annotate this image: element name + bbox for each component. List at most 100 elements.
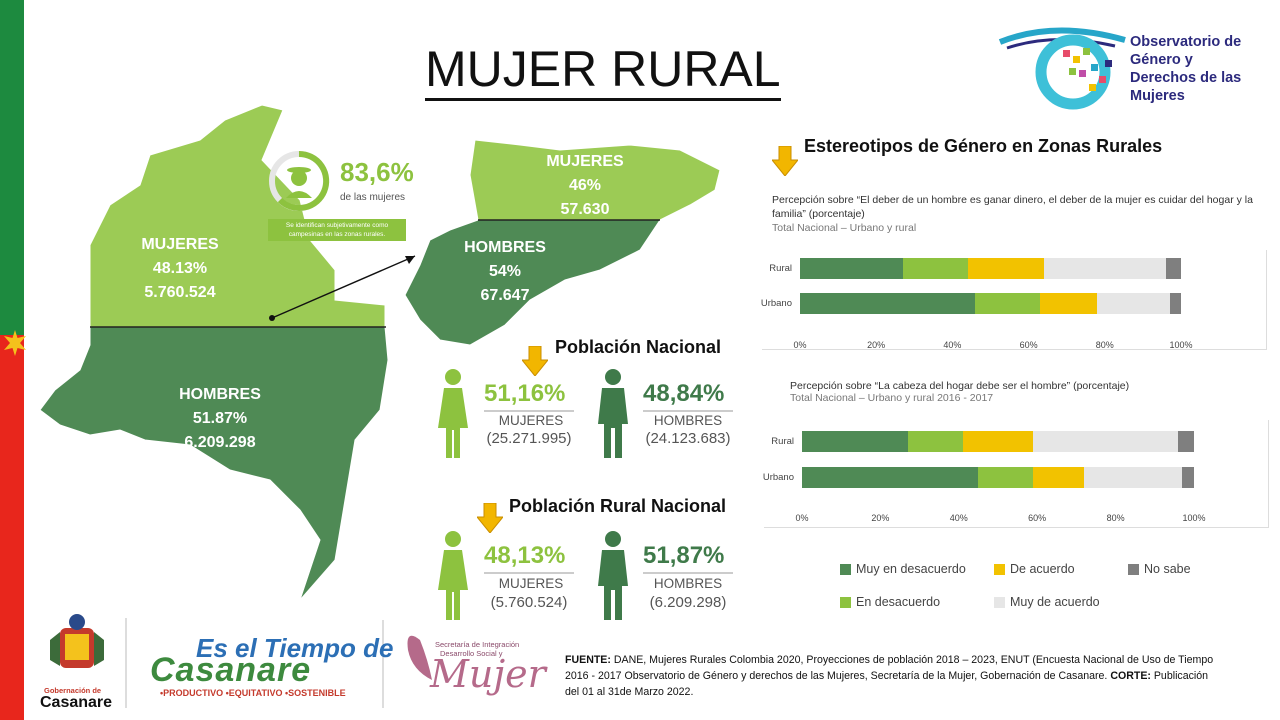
corte-text: Publicación del 01 al 31de Marzo 2022. [565, 670, 1209, 698]
nacional-mujeres-count: (25.271.995) [486, 430, 572, 447]
bar-segment [1169, 293, 1181, 314]
logo-text-line: Mujeres [1130, 88, 1185, 104]
rural-mujeres-label: MUJERES [498, 576, 564, 591]
tiempo-logo-line1: Es el Tiempo de [196, 633, 394, 663]
tick-label: 100% [1182, 513, 1206, 523]
legend-label: De acuerdo [1010, 562, 1075, 576]
nacional-mujeres-pct: 51,16% [484, 380, 566, 407]
flag-strip-red [0, 335, 24, 720]
legend-swatch [1128, 564, 1139, 575]
chart-1-title: Percepción sobre “El deber de un hombre … [772, 194, 1253, 220]
bar-segment [902, 258, 968, 279]
rural-hombres-pct: 51,87% [643, 542, 725, 569]
rural-mujeres-pct: 48,13% [484, 542, 566, 569]
tick-label: 60% [1028, 513, 1047, 523]
page-title: MUJER RURAL [425, 42, 781, 101]
nacional-hombres-label: HOMBRES [653, 413, 723, 428]
tick-label: 40% [949, 513, 968, 523]
chart-2-subtitle: Total Nacional – Urbano y rural 2016 - 2… [790, 392, 994, 404]
zoom-label-men: HOMBRES 54% 67.647 [440, 236, 570, 308]
legend-swatch [840, 597, 851, 608]
bar-segment [1097, 293, 1170, 314]
bar-segment [1182, 467, 1194, 488]
tick-label: 60% [1019, 340, 1038, 350]
divider [484, 410, 574, 412]
map-zoom-upper [469, 139, 721, 221]
legend-swatch [840, 564, 851, 575]
map-men-label: HOMBRES [179, 386, 261, 403]
fuente-label: FUENTE: [565, 654, 611, 666]
arrow-down-icon [522, 346, 548, 376]
poblacion-rural-heading: Población Rural Nacional [509, 496, 727, 516]
gobernacion-text-1: Gobernación de [44, 686, 102, 695]
poblacion-nacional-heading: Población Nacional [555, 337, 722, 357]
observatorio-logo [998, 27, 1126, 110]
bar-segment [1043, 258, 1166, 279]
bar-segment [1033, 431, 1179, 452]
badge-note: Se identifican subjetivamente como campe… [268, 219, 406, 241]
nacional-mujeres-label: MUJERES [498, 413, 564, 428]
map-women-label: MUJERES [141, 236, 219, 253]
zoom-women-label: MUJERES [546, 153, 624, 170]
secretaria-text-mujer: Mujer [430, 652, 546, 696]
chart-2-frame [764, 420, 1269, 528]
map-men-count: 6.209.298 [184, 434, 256, 451]
tiempo-logo-line2: Casanare [150, 651, 312, 689]
legend-label: No sabe [1144, 562, 1191, 576]
tick-label: 80% [1106, 513, 1125, 523]
legend-swatch [994, 564, 1005, 575]
bar-segment [975, 293, 1041, 314]
zoom-women-count: 57.630 [560, 201, 610, 218]
divider [643, 410, 733, 412]
chart-1-subtitle: Total Nacional – Urbano y rural [772, 222, 917, 234]
category-label: Rural [771, 435, 794, 447]
sun-icon [4, 330, 26, 356]
bar-segment [802, 467, 979, 488]
zoom-label-women: MUJERES 46% 57.630 [520, 150, 650, 222]
category-label: Urbano [762, 471, 794, 483]
zoom-men-label: HOMBRES [464, 239, 546, 256]
arrow-down-icon [477, 503, 503, 533]
estereotipos-heading: Estereotipos de Género en Zonas Rurales [804, 136, 1163, 156]
logo-text-line: Observatorio de [1130, 34, 1242, 50]
logo-text-line: Género y [1130, 52, 1193, 68]
man-icon [598, 531, 628, 620]
secretaria-text-1: Secretaría de Integración [435, 640, 520, 649]
bar-segment [962, 431, 1034, 452]
secretaria-text-2: Desarrollo Social y [440, 649, 503, 658]
legend-label: En desacuerdo [856, 595, 941, 609]
zoom-men-pct: 54% [488, 263, 522, 280]
bar-segment [1084, 467, 1183, 488]
nacional-hombres-pct: 48,84% [643, 380, 725, 407]
gobernacion-crest-icon [50, 614, 104, 668]
gobernacion-text-2: Casanare [40, 694, 113, 711]
category-label: Rural [769, 262, 792, 274]
woman-icon [438, 531, 468, 620]
tick-label: 0% [795, 513, 809, 523]
bar-segment [802, 431, 908, 452]
zoom-men-count: 67.647 [480, 287, 530, 304]
tick-label: 80% [1095, 340, 1114, 350]
legend-label: Muy de acuerdo [1010, 595, 1100, 609]
tick-label: 0% [793, 340, 807, 350]
category-label: Urbano [760, 297, 792, 309]
tick-label: 20% [867, 340, 886, 350]
badge-percentage: 83,6% [340, 157, 414, 187]
bar-segment [978, 467, 1034, 488]
bar-segment [800, 293, 976, 314]
zoom-women-pct: 46% [568, 177, 602, 194]
chart-2-title: Percepción sobre “La cabeza del hogar de… [790, 380, 1130, 392]
corte-label: CORTE: [1110, 670, 1151, 682]
bar-segment [1040, 293, 1098, 314]
tick-label: 100% [1169, 340, 1193, 350]
divider [484, 572, 574, 574]
man-icon [598, 369, 628, 458]
legend-swatch [994, 597, 1005, 608]
legend-label: Muy en desacuerdo [856, 562, 966, 576]
tick-label: 20% [871, 513, 890, 523]
tiempo-logo-line3: •PRODUCTIVO •EQUITATIVO •SOSTENIBLE [160, 688, 346, 698]
map-zoom-lower [404, 219, 661, 346]
map-label-men: HOMBRES 51.87% 6.209.298 [150, 383, 290, 455]
farmer-icon [269, 150, 330, 211]
